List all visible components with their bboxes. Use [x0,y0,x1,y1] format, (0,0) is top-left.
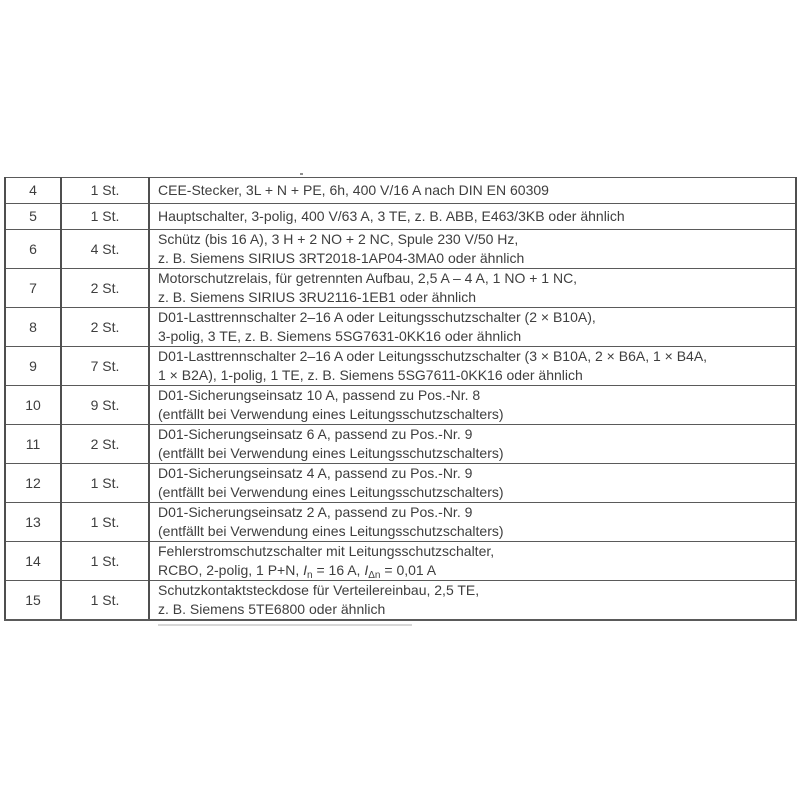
description-line: 3-polig, 3 TE, z. B. Siemens 5SG7631-0KK… [158,328,522,344]
description-text: = 0,01 A [380,562,437,578]
description-cell: D01-Sicherungseinsatz 6 A, passend zu Po… [148,424,797,464]
quantity-cell: 1 St. [60,463,150,503]
position-cell: 10 [4,385,62,425]
position-cell: 15 [4,580,62,621]
description-cell: D01-Lasttrennschalter 2–16 A oder Leitun… [148,307,797,347]
description-line: CEE-Stecker, 3L + N + PE, 6h, 400 V/16 A… [158,182,549,198]
quantity-cell: 1 St. [60,541,150,581]
position-cell: 14 [4,541,62,581]
quantity-cell: 9 St. [60,385,150,425]
quantity-cell: 1 St. [60,580,150,621]
description-line: (entfällt bei Verwendung eines Leitungss… [158,445,504,461]
position-cell: 11 [4,424,62,464]
description-line: z. B. Siemens SIRIUS 3RT2018-1AP04-3MA0 … [158,250,525,266]
description-line: (entfällt bei Verwendung eines Leitungss… [158,523,504,539]
table-row: 14 1 St. Fehlerstromschutzschalter mit Lei… [4,541,797,581]
table-row: 10 9 St. D01-Sicherungseinsatz 10 A, passe… [4,385,797,425]
description-line: RCBO, 2-polig, 1 P+N, In = 16 A, IΔn = 0… [158,561,787,580]
table-row: 13 1 St. D01-Sicherungseinsatz 2 A, passen… [4,502,797,542]
table-row: 15 1 St. Schutzkontaktsteckdose für Vertei… [4,580,797,621]
description-line: D01-Sicherungseinsatz 6 A, passend zu Po… [158,426,473,442]
description-cell: D01-Sicherungseinsatz 2 A, passend zu Po… [148,502,797,542]
position-cell: 7 [4,268,62,308]
description-line: 1 × B2A), 1-polig, 1 TE, z. B. Siemens 5… [158,367,583,383]
position-cell: 4 [4,177,62,204]
current-symbol: I [303,562,308,578]
table-row: 12 1 St. D01-Sicherungseinsatz 4 A, passen… [4,463,797,503]
quantity-cell: 2 St. [60,424,150,464]
quantity-cell: 1 St. [60,177,150,204]
description-cell: Schütz (bis 16 A), 3 H + 2 NO + 2 NC, Sp… [148,229,797,269]
description-line: D01-Lasttrennschalter 2–16 A oder Leitun… [158,348,708,364]
description-line: Schutzkontaktsteckdose für Verteilereinb… [158,582,480,598]
description-cell: Schutzkontaktsteckdose für Verteilereinb… [148,580,797,621]
description-line: D01-Sicherungseinsatz 4 A, passend zu Po… [158,465,473,481]
scan-artifact-smudge [158,624,412,626]
description-text: = 16 A, [312,562,365,578]
description-line: (entfällt bei Verwendung eines Leitungss… [158,484,504,500]
description-line: Hauptschalter, 3-polig, 400 V/63 A, 3 TE… [158,208,625,224]
position-cell: 9 [4,346,62,386]
description-line: Motorschutzrelais, für getrennten Aufbau… [158,270,578,286]
position-cell: 12 [4,463,62,503]
position-cell: 6 [4,229,62,269]
description-cell: D01-Lasttrennschalter 2–16 A oder Leitun… [148,346,797,386]
position-cell: 5 [4,203,62,230]
description-line: Schütz (bis 16 A), 3 H + 2 NO + 2 NC, Sp… [158,231,519,247]
description-cell: Motorschutzrelais, für getrennten Aufbau… [148,268,797,308]
table-row: 11 2 St. D01-Sicherungseinsatz 6 A, passen… [4,424,797,464]
description-cell: D01-Sicherungseinsatz 4 A, passend zu Po… [148,463,797,503]
quantity-cell: 4 St. [60,229,150,269]
description-line: D01-Sicherungseinsatz 2 A, passend zu Po… [158,504,473,520]
description-cell: D01-Sicherungseinsatz 10 A, passend zu P… [148,385,797,425]
description-cell: Hauptschalter, 3-polig, 400 V/63 A, 3 TE… [148,203,797,230]
position-cell: 8 [4,307,62,347]
quantity-cell: 7 St. [60,346,150,386]
quantity-cell: 1 St. [60,502,150,542]
quantity-cell: 1 St. [60,203,150,230]
description-line: D01-Sicherungseinsatz 10 A, passend zu P… [158,387,481,403]
quantity-cell: 2 St. [60,268,150,308]
description-line: Fehlerstromschutzschalter mit Leitungssc… [158,543,495,559]
subscript-text: Δn [368,570,381,581]
description-cell: CEE-Stecker, 3L + N + PE, 6h, 400 V/16 A… [148,177,797,204]
quantity-cell: 2 St. [60,307,150,347]
description-cell: Fehlerstromschutzschalter mit Leitungssc… [148,541,797,581]
position-cell: 13 [4,502,62,542]
scan-artifact-dot [300,173,303,175]
subscript-text: n [307,570,313,581]
description-line: (entfällt bei Verwendung eines Leitungss… [158,406,504,422]
current-symbol: I [364,562,369,578]
description-line: z. B. Siemens 5TE6800 oder ähnlich [158,601,386,617]
description-text: RCBO, 2-polig, 1 P+N, [158,562,304,578]
description-line: D01-Lasttrennschalter 2–16 A oder Leitun… [158,309,596,325]
description-line: z. B. Siemens SIRIUS 3RU2116-1EB1 oder ä… [158,289,477,305]
